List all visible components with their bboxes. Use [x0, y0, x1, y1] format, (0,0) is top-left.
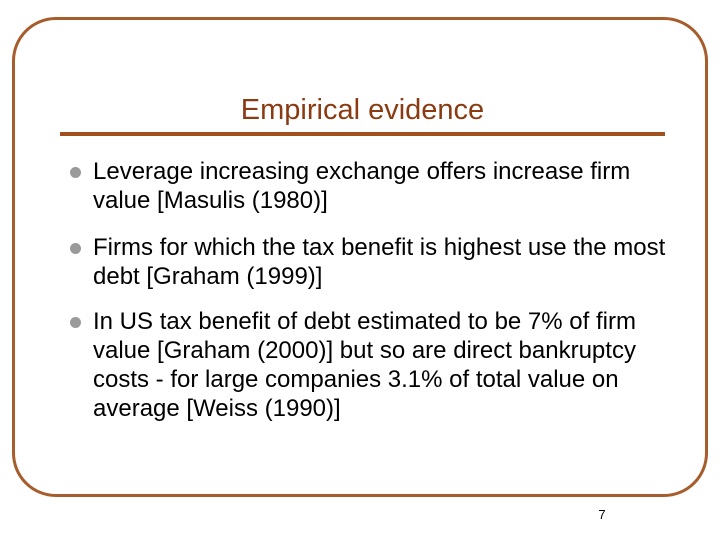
bullet-text: Firms for which the tax benefit is highe…: [93, 234, 666, 290]
title-underline: [60, 132, 665, 136]
slide-frame: [12, 17, 708, 497]
bullet-item: In US tax benefit of debt estimated to b…: [70, 307, 683, 423]
bullet-icon: [70, 243, 81, 254]
bullet-icon: [70, 167, 81, 178]
bullet-text: Leverage increasing exchange offers incr…: [93, 158, 631, 214]
bullet-item: Leverage increasing exchange offers incr…: [70, 157, 683, 215]
bullet-item: Firms for which the tax benefit is highe…: [70, 233, 683, 291]
bullet-text: In US tax benefit of debt estimated to b…: [93, 308, 636, 422]
page-number: 7: [598, 507, 606, 522]
slide-title: Empirical evidence: [240, 94, 485, 126]
bullet-icon: [70, 317, 81, 328]
